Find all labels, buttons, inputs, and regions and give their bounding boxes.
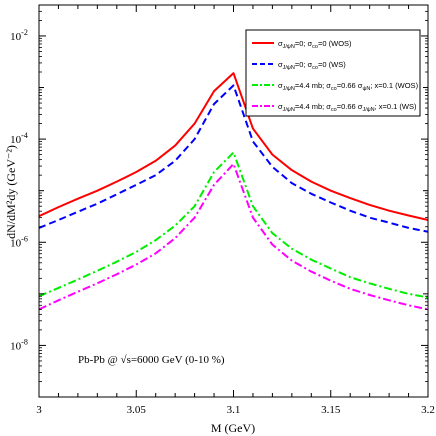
y-tick-label: 10-8: [10, 337, 28, 352]
y-tick-label: 10-4: [10, 131, 28, 146]
y-tick-label: 10-2: [10, 28, 28, 43]
legend-label-3: σJ/ψN=4.4 mb; σco=0.66 σψN; x=0.1 (WOS): [278, 81, 419, 92]
y-axis-label: dN/dM²dy (GeV⁻²): [4, 145, 18, 239]
plot-curves: [38, 72, 429, 311]
legend-box: [245, 29, 421, 117]
x-axis-label: M (GeV): [211, 421, 255, 435]
legend: σJ/ψN=0; σco=0 (WOS) σJ/ψN=0; σco=0 (WS) σ…: [245, 29, 421, 117]
x-tick-label: 3.05: [127, 404, 147, 416]
y-tick-label: 10-6: [10, 234, 28, 249]
legend-label-2: σJ/ψN=0; σco=0 (WS): [278, 60, 346, 71]
series-line-2: [38, 84, 429, 233]
x-tick-label: 3: [36, 404, 42, 416]
series-line-3: [38, 151, 429, 299]
legend-label-1: σJ/ψN=0; σco=0 (WOS): [278, 39, 352, 50]
series-line-1: [38, 72, 429, 221]
x-tick-label: 3.1: [227, 404, 241, 416]
x-tick-label: 3.15: [321, 404, 341, 416]
legend-label-4: σJ/ψN=4.4 mb; σco=0.66 σJ/ψN; x=0.1 (WS): [278, 102, 417, 113]
x-tick-label: 3.2: [421, 404, 435, 416]
annotation: Pb-Pb @ √s=6000 GeV (0-10 %): [78, 354, 225, 366]
axes: 3 3.05 3.1 3.15 3.2 10-8 10-6 10-4 10-2: [10, 4, 435, 416]
series-line-4: [38, 162, 429, 311]
